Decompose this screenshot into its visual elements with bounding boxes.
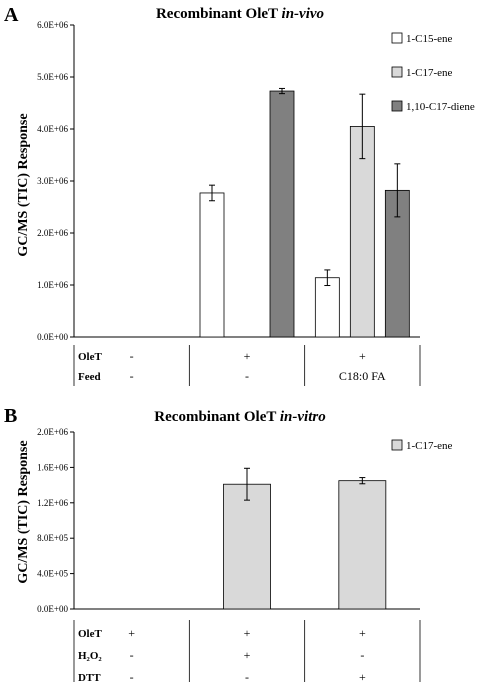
panel-a-chart: A Recombinant OleT in-vivo GC/MS (TIC) R…: [4, 4, 475, 386]
y-tick-label: 1.6E+06: [37, 462, 68, 472]
y-tick-label: 2.0E+06: [37, 427, 68, 437]
panel-b-condition-table: OleT + + + H₂O₂ - + - DTT - - +: [73, 620, 421, 682]
legend-label: 1,10-C17-diene: [406, 101, 475, 113]
condition-cell: -: [130, 349, 134, 363]
legend-swatch: [391, 66, 403, 78]
y-tick-label: 1.0E+06: [37, 280, 68, 290]
legend-label: 1-C17-ene: [406, 67, 453, 79]
bar-1-c17-ene: [223, 483, 271, 610]
panel-b-bars: [223, 467, 387, 610]
condition-cell: +: [359, 349, 366, 363]
panel-b-legend: 1-C17-ene: [391, 439, 453, 452]
condition-cell: C18:0 FA: [339, 369, 386, 383]
y-tick-label: 6.0E+06: [37, 20, 68, 30]
condition-row-label: Feed: [78, 371, 101, 383]
condition-cell: -: [360, 648, 364, 662]
condition-row-label: H₂O₂: [78, 650, 102, 662]
panel-b-y-axis: 0.0E+00 4.0E+05 8.0E+05 1.2E+06 1.6E+06 2.0E+…: [37, 427, 420, 614]
y-tick-label: 4.0E+05: [37, 569, 68, 579]
condition-cell: +: [128, 626, 135, 640]
panel-a-letter: A: [4, 4, 19, 26]
condition-row-label: OleT: [78, 351, 102, 363]
condition-cell: +: [359, 626, 366, 640]
condition-cell: -: [130, 670, 134, 682]
condition-cell: +: [244, 626, 251, 640]
legend-swatch: [391, 100, 403, 112]
panel-b-letter: B: [4, 405, 17, 427]
bar-1-c15-ene: [314, 277, 340, 338]
y-tick-label: 4.0E+06: [37, 124, 68, 134]
condition-row-label: OleT: [78, 628, 102, 640]
panel-b-chart: B Recombinant OleT in-vitro GC/MS (TIC) …: [4, 405, 453, 682]
y-tick-label: 0.0E+00: [37, 332, 68, 342]
legend-swatch: [391, 439, 403, 451]
panel-a-legend: 1-C15-ene 1-C17-ene 1,10-C17-diene: [391, 32, 475, 113]
panel-a-y-axis-label: GC/MS (TIC) Response: [16, 113, 31, 256]
y-tick-label: 8.0E+05: [37, 533, 68, 543]
condition-row-label: DTT: [78, 672, 101, 682]
condition-cell: -: [130, 369, 134, 383]
condition-cell: -: [245, 670, 249, 682]
y-tick-label: 0.0E+00: [37, 604, 68, 614]
panel-b-title: Recombinant OleT in-vitro: [154, 409, 325, 425]
panel-b-title-italic: in-vitro: [280, 409, 326, 425]
panel-a-condition-table: OleT - + + Feed - - C18:0 FA: [73, 345, 421, 386]
y-tick-label: 1.2E+06: [37, 498, 68, 508]
panel-b-y-axis-label: GC/MS (TIC) Response: [16, 440, 31, 583]
bar-1-c17-ene: [338, 480, 387, 610]
panel-a-bars: [199, 87, 410, 338]
y-tick-label: 2.0E+06: [37, 228, 68, 238]
legend-label: 1-C15-ene: [406, 33, 453, 45]
panel-b-title-main: Recombinant OleT: [154, 409, 280, 425]
condition-cell: -: [130, 648, 134, 662]
y-tick-label: 5.0E+06: [37, 72, 68, 82]
panel-a-title-italic: in-vivo: [282, 6, 325, 22]
bar-1-c17-ene: [349, 126, 375, 338]
condition-cell: +: [359, 670, 366, 682]
panel-a-title-main: Recombinant OleT: [156, 6, 282, 22]
condition-cell: +: [244, 349, 251, 363]
bar-1-c15-ene: [199, 192, 225, 338]
legend-swatch: [391, 32, 403, 44]
panel-a-title: Recombinant OleT in-vivo: [156, 6, 324, 22]
legend-label: 1-C17-ene: [406, 440, 453, 452]
bar-1-10-c17-diene: [269, 90, 295, 338]
condition-cell: -: [245, 369, 249, 383]
y-tick-label: 3.0E+06: [37, 176, 68, 186]
condition-cell: +: [244, 648, 251, 662]
